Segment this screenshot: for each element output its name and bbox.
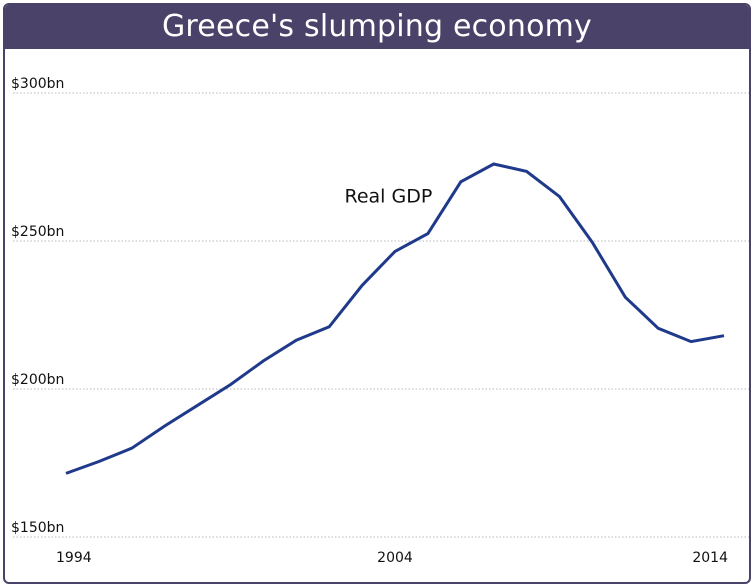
- gridlines: [13, 92, 749, 538]
- series-group: [65, 162, 725, 475]
- y-tick-label-300: $300bn: [11, 76, 64, 92]
- y-tick-label-150: $150bn: [11, 520, 64, 536]
- x-tick-label-1994: 1994: [56, 550, 92, 566]
- chart-title: Greece's slumping economy: [5, 5, 749, 49]
- x-tick-label-2014: 2014: [692, 550, 728, 566]
- x-axis-tick-labels: 1994 2004 2014: [56, 550, 728, 566]
- chart-frame: Greece's slumping economy $300bn $250bn $2…: [3, 3, 751, 584]
- x-tick-label-2004: 2004: [377, 550, 413, 566]
- y-axis-tick-labels: $300bn $250bn $200bn $150bn: [11, 76, 64, 536]
- line-chart: $300bn $250bn $200bn $150bn 1994 2004 2014 Re…: [11, 76, 749, 566]
- y-tick-label-250: $250bn: [11, 224, 64, 240]
- series-label-real-gdp: Real GDP: [345, 186, 433, 208]
- y-tick-label-200: $200bn: [11, 372, 64, 388]
- series-line-real-gdp: [65, 162, 725, 475]
- annotations: Real GDP: [345, 186, 433, 208]
